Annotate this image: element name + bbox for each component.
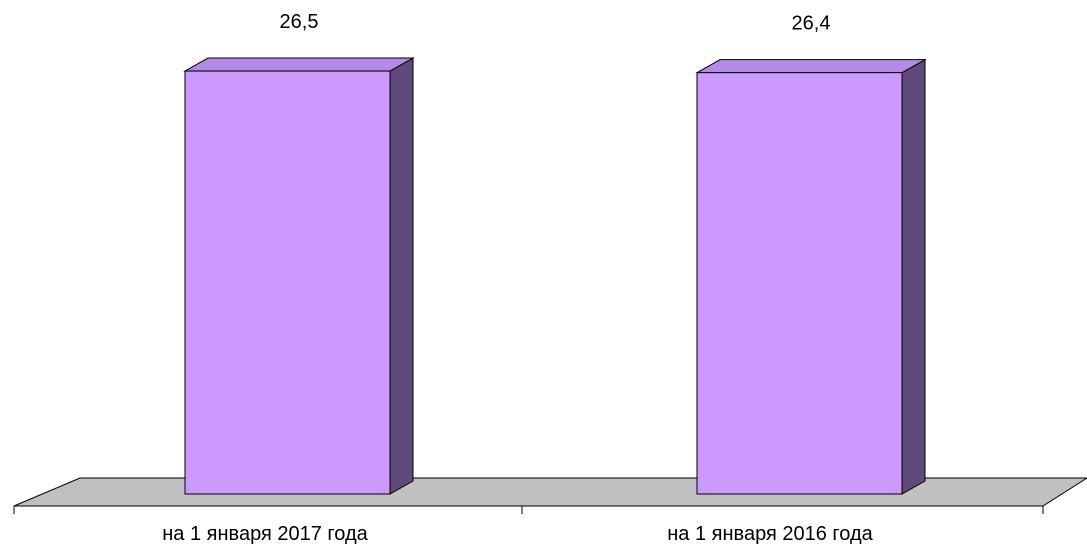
category-label-2016: на 1 января 2016 года — [667, 523, 873, 545]
chart-floor — [13, 477, 1087, 507]
bar-front — [696, 72, 903, 495]
bar-side — [901, 58, 926, 495]
data-label-2017: 26,5 — [280, 11, 319, 33]
data-label-2016: 26,4 — [792, 13, 831, 35]
bar-top — [183, 57, 415, 72]
bar-2016 — [695, 58, 927, 495]
bar-front — [184, 70, 391, 495]
bar-top — [695, 59, 927, 74]
category-label-2017: на 1 января 2017 года — [162, 523, 368, 545]
bar-side — [389, 57, 414, 495]
bar-2017 — [183, 57, 415, 495]
